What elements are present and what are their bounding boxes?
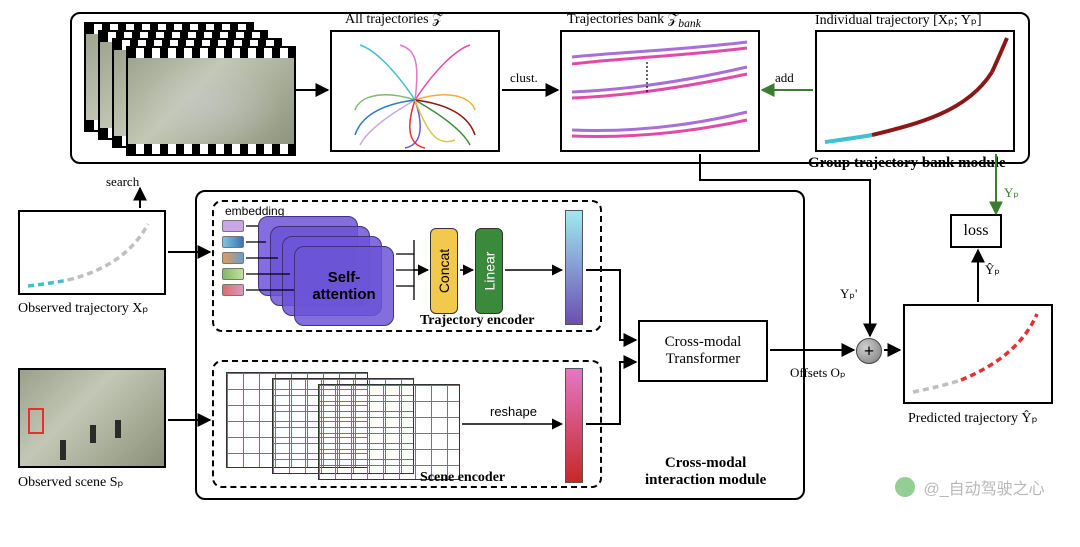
individual-trajectory-box [815, 30, 1015, 152]
observed-scene-label: Observed scene Sₚ [18, 474, 124, 491]
trajectories-bank-box [560, 30, 760, 152]
cross-modal-transformer-box: Cross-modal Transformer [638, 320, 768, 382]
cross-modal-module-label: Cross-modal interaction module [645, 455, 766, 489]
video-frames [84, 22, 290, 152]
linear-block: Linear [475, 228, 503, 314]
self-attention-label: Self- attention [312, 269, 375, 303]
observed-scene-box [18, 368, 166, 468]
watermark-logo: @_自动驾驶之心 [895, 475, 1045, 499]
observed-traj-curve [20, 212, 164, 293]
scene-feature-bar [565, 368, 583, 483]
concat-block: Concat [430, 228, 458, 314]
observed-trajectory-label: Observed trajectory Xₚ [18, 300, 148, 317]
trajectory-starburst [332, 32, 498, 150]
all-trajectories-box [330, 30, 500, 152]
yp-hat-label: Ŷₚ [985, 262, 1000, 278]
group-module-label: Group trajectory bank module [808, 155, 1006, 172]
sum-node: + [856, 338, 882, 364]
scene-encoder-label: Scene encoder [420, 470, 505, 486]
offsets-label: Offsets Oₚ [790, 365, 846, 381]
trajectory-encoder-label: Trajectory encoder [420, 313, 534, 329]
predicted-trajectory-box [903, 304, 1053, 404]
bank-curves [562, 32, 758, 150]
predicted-curve [905, 306, 1051, 402]
individual-trajectory-label: Individual trajectory [Xₚ; Yₚ] [815, 12, 982, 29]
architecture-diagram: All trajectories 𝒵 Trajectories bank 𝒵ba… [0, 0, 1080, 547]
individual-curve [817, 32, 1013, 150]
predicted-trajectory-label: Predicted trajectory Ŷₚ [908, 410, 1038, 427]
reshape-label: reshape [490, 404, 537, 419]
yp-prime-label: Yₚ' [840, 286, 857, 302]
observed-trajectory-box [18, 210, 166, 295]
trajectories-bank-label: Trajectories bank 𝒵bank [567, 12, 701, 30]
trajectory-feature-bar [565, 210, 583, 325]
yp-label: Yₚ [1004, 185, 1019, 201]
loss-box: loss [950, 214, 1002, 248]
svg-text:search: search [106, 174, 140, 189]
all-trajectories-label: All trajectories 𝒵 [345, 12, 443, 28]
